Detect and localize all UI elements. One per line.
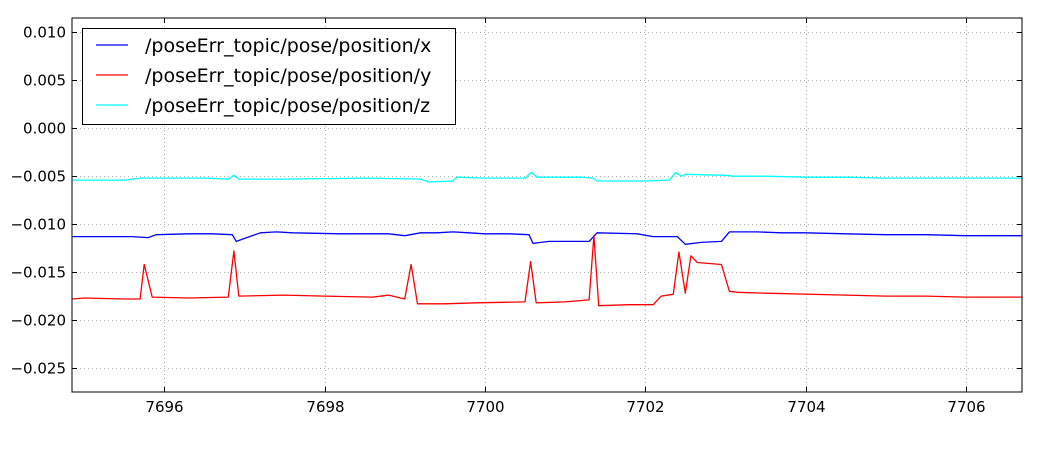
plot-frame: [71, 17, 1023, 393]
x-tick-label: 7702: [626, 398, 664, 416]
series-line-position-x: [72, 231, 1022, 245]
legend-label-z: /poseErr_topic/pose/position/z: [145, 95, 430, 117]
x-tick-label: 7696: [145, 398, 183, 416]
legend-box: [82, 28, 456, 125]
y-tick-label: 0.005: [23, 72, 66, 90]
y-tick-label: −0.020: [10, 312, 66, 330]
legend-label-y: /poseErr_topic/pose/position/y: [145, 65, 431, 87]
y-tick-label: −0.015: [10, 264, 66, 282]
x-tick-label: 7704: [787, 398, 825, 416]
series-line-position-z: [72, 171, 1022, 183]
series-line-position-y: [71, 235, 1022, 307]
y-tick-label: −0.005: [10, 168, 66, 186]
y-tick-label: −0.010: [10, 216, 66, 234]
x-tick-label: 7700: [466, 398, 504, 416]
series-lines: [71, 171, 1022, 307]
y-tick-label: 0.010: [23, 24, 66, 42]
x-tick-label: 7698: [306, 398, 344, 416]
x-tick-label: 7706: [947, 398, 985, 416]
axis-ticks: 7696 7698 7700 7702 7704 7706 0.010 0.005 0.000 −…: [10, 18, 1022, 416]
y-tick-label: 0.000: [23, 120, 66, 138]
legend: /poseErr_topic/pose/position/x /poseErr_…: [82, 28, 456, 125]
y-tick-label: −0.025: [10, 360, 66, 378]
legend-label-x: /poseErr_topic/pose/position/x: [145, 35, 431, 57]
